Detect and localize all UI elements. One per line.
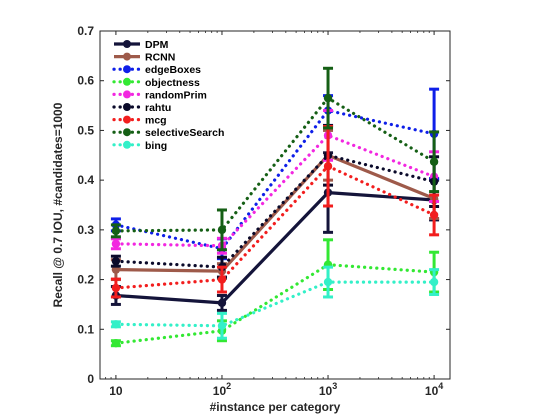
data-point-mcg bbox=[111, 283, 121, 293]
data-point-rahtu bbox=[111, 256, 121, 266]
x-axis-label: #instance per category bbox=[210, 400, 341, 414]
legend-marker-DPM bbox=[123, 40, 131, 48]
data-point-selectiveSearch bbox=[323, 93, 333, 103]
data-point-objectness bbox=[111, 339, 121, 348]
series-layer bbox=[110, 66, 440, 348]
series-line-RCNN bbox=[115, 153, 435, 273]
data-point-bing bbox=[429, 277, 439, 287]
x-axis: 10 102 103 104 bbox=[105, 31, 443, 398]
data-point-selectiveSearch bbox=[111, 226, 121, 236]
legend-label-DPM: DPM bbox=[145, 39, 169, 51]
y-tick-label: 0.4 bbox=[77, 173, 94, 187]
y-tick-label: 0.7 bbox=[77, 24, 94, 38]
series-selectiveSearch bbox=[110, 66, 440, 252]
y-tick-label: 0 bbox=[87, 372, 94, 386]
data-point-bing bbox=[111, 320, 121, 329]
legend-marker-objectness bbox=[123, 77, 131, 86]
legend-label-objectness: objectness bbox=[145, 77, 200, 89]
legend-label-bing: bing bbox=[145, 140, 167, 152]
series-line-randomPrim bbox=[114, 133, 436, 248]
data-point-mcg bbox=[217, 275, 227, 284]
data-point-bing bbox=[323, 277, 333, 287]
data-point-randomPrim bbox=[111, 239, 121, 248]
x-tick-label-exponent: 4 bbox=[438, 381, 443, 391]
x-tick-label: 104 bbox=[425, 381, 443, 398]
legend-marker-RCNN bbox=[123, 52, 131, 61]
series-line-objectness bbox=[114, 263, 436, 345]
series-line-DPM bbox=[115, 191, 435, 305]
series-line-mcg bbox=[114, 164, 436, 290]
data-point-bing bbox=[217, 321, 227, 331]
legend-label-rahtu: rahtu bbox=[145, 102, 171, 114]
y-tick-label: 0.1 bbox=[77, 322, 94, 336]
x-tick-label: 10 bbox=[109, 384, 123, 398]
data-point-mcg bbox=[323, 162, 333, 171]
y-tick-label: 0.5 bbox=[77, 123, 94, 137]
y-tick-label: 0.2 bbox=[77, 273, 94, 287]
data-point-DPM bbox=[217, 298, 227, 308]
series-mcg bbox=[110, 124, 440, 299]
x-tick-label: 102 bbox=[213, 381, 231, 398]
legend-marker-bing bbox=[123, 140, 131, 149]
legend-label-randomPrim: randomPrim bbox=[145, 89, 207, 101]
legend: DPMRCNNedgeBoxesobjectnessrandomPrimraht… bbox=[112, 39, 224, 152]
x-tick-label-base: 10 bbox=[213, 384, 227, 398]
legend-marker-edgeBoxes bbox=[123, 65, 131, 74]
legend-marker-randomPrim bbox=[123, 90, 131, 99]
x-tick-label-exponent: 2 bbox=[226, 381, 231, 391]
data-point-selectiveSearch bbox=[429, 157, 439, 166]
data-point-mcg bbox=[429, 210, 439, 220]
legend-label-mcg: mcg bbox=[145, 115, 167, 127]
x-tick-label-base: 10 bbox=[425, 384, 439, 398]
series-bing bbox=[110, 265, 440, 340]
y-tick-label: 0.6 bbox=[77, 74, 94, 88]
axes-box bbox=[99, 30, 451, 380]
legend-marker-rahtu bbox=[123, 103, 131, 111]
data-point-selectiveSearch bbox=[217, 225, 227, 235]
series-line-selectiveSearch bbox=[114, 96, 436, 233]
legend-label-RCNN: RCNN bbox=[145, 52, 175, 64]
legend-marker-selectiveSearch bbox=[123, 128, 131, 137]
x-tick-label-base: 10 bbox=[109, 384, 123, 398]
x-tick-label: 103 bbox=[319, 381, 337, 398]
x-tick-label-base: 10 bbox=[319, 384, 333, 398]
series-line-edgeBoxes bbox=[114, 108, 436, 251]
series-line-rahtu bbox=[114, 153, 436, 269]
legend-label-edgeBoxes: edgeBoxes bbox=[145, 64, 201, 76]
series-line-bing bbox=[114, 280, 436, 328]
legend-label-selectiveSearch: selectiveSearch bbox=[145, 127, 224, 139]
x-tick-label-exponent: 3 bbox=[332, 381, 337, 391]
y-tick-label: 0.3 bbox=[77, 223, 94, 237]
legend-marker-mcg bbox=[123, 115, 131, 124]
y-axis-label: Recall @ 0.7 IOU, #candidates=1000 bbox=[51, 102, 65, 307]
y-axis: 0 0.1 0.2 0.3 0.4 0.5 0.6 0.7 bbox=[77, 24, 450, 386]
